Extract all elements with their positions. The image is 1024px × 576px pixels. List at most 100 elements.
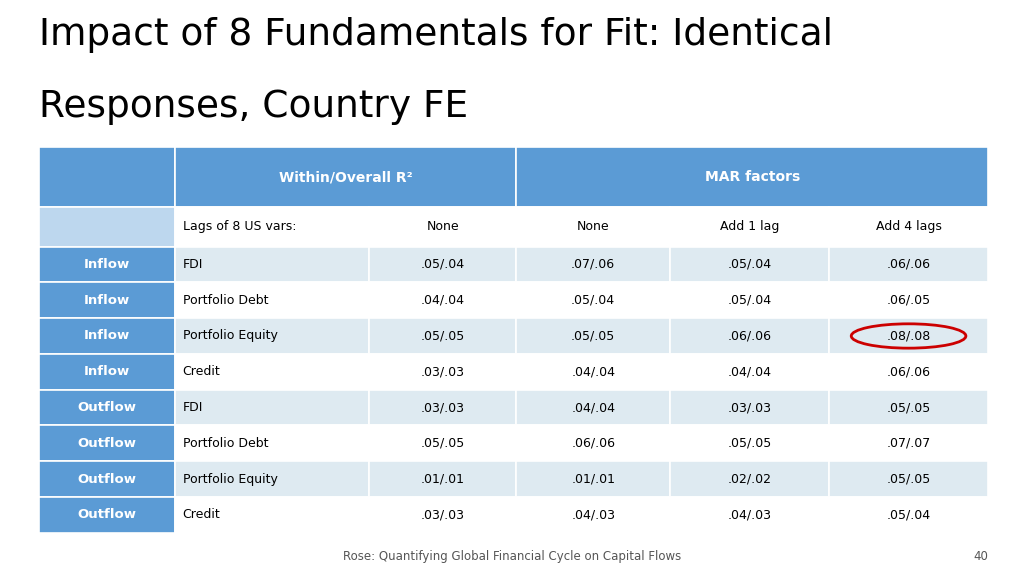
Text: .08/.08: .08/.08 <box>887 329 931 343</box>
Text: .02/.02: .02/.02 <box>727 473 771 486</box>
Text: .05/.05: .05/.05 <box>887 473 931 486</box>
Text: Responses, Country FE: Responses, Country FE <box>39 89 468 126</box>
Text: 40: 40 <box>973 550 988 563</box>
Bar <box>670 497 829 533</box>
Bar <box>174 389 369 426</box>
Bar <box>369 247 516 282</box>
Bar <box>516 247 670 282</box>
Bar <box>670 282 829 318</box>
Text: .06/.06: .06/.06 <box>887 365 931 378</box>
Bar <box>39 207 174 247</box>
Bar <box>670 461 829 497</box>
Bar <box>39 389 174 426</box>
Bar <box>516 461 670 497</box>
Text: .07/.07: .07/.07 <box>887 437 931 450</box>
Text: Portfolio Debt: Portfolio Debt <box>182 437 268 450</box>
Text: Portfolio Debt: Portfolio Debt <box>182 294 268 306</box>
Bar <box>39 354 174 389</box>
Bar <box>174 354 369 389</box>
Bar <box>516 318 670 354</box>
Bar <box>670 354 829 389</box>
Text: .04/.04: .04/.04 <box>571 365 615 378</box>
Text: FDI: FDI <box>182 401 203 414</box>
Text: Rose: Quantifying Global Financial Cycle on Capital Flows: Rose: Quantifying Global Financial Cycle… <box>343 550 681 563</box>
Bar <box>670 426 829 461</box>
Text: .06/.05: .06/.05 <box>887 294 931 306</box>
Text: .01/.01: .01/.01 <box>571 473 615 486</box>
Bar <box>369 282 516 318</box>
Bar <box>174 207 369 247</box>
Bar <box>829 497 988 533</box>
Bar <box>516 147 988 207</box>
Text: Inflow: Inflow <box>84 258 130 271</box>
Text: .05/.04: .05/.04 <box>727 294 771 306</box>
Text: Credit: Credit <box>182 509 220 521</box>
Bar <box>516 497 670 533</box>
Bar <box>369 389 516 426</box>
Bar <box>174 247 369 282</box>
Bar <box>39 461 174 497</box>
Bar <box>670 207 829 247</box>
Text: .04/.03: .04/.03 <box>727 509 771 521</box>
Bar <box>369 207 516 247</box>
Bar <box>369 426 516 461</box>
Bar <box>174 461 369 497</box>
Text: .05/.05: .05/.05 <box>421 329 465 343</box>
Text: .03/.03: .03/.03 <box>727 401 771 414</box>
Text: FDI: FDI <box>182 258 203 271</box>
Bar <box>829 282 988 318</box>
Text: .03/.03: .03/.03 <box>421 401 465 414</box>
Text: Outflow: Outflow <box>77 509 136 521</box>
Bar <box>174 282 369 318</box>
Text: Inflow: Inflow <box>84 365 130 378</box>
Text: None: None <box>426 221 459 233</box>
Text: .07/.06: .07/.06 <box>571 258 615 271</box>
Text: Portfolio Equity: Portfolio Equity <box>182 329 278 343</box>
Text: Credit: Credit <box>182 365 220 378</box>
Text: Within/Overall R²: Within/Overall R² <box>279 170 413 184</box>
Bar <box>39 318 174 354</box>
Bar <box>369 497 516 533</box>
Text: .06/.06: .06/.06 <box>887 258 931 271</box>
Text: Add 4 lags: Add 4 lags <box>876 221 941 233</box>
Bar <box>829 461 988 497</box>
Text: .01/.01: .01/.01 <box>421 473 465 486</box>
Text: Add 1 lag: Add 1 lag <box>720 221 779 233</box>
Text: .03/.03: .03/.03 <box>421 509 465 521</box>
Text: .06/.06: .06/.06 <box>727 329 771 343</box>
Text: .06/.06: .06/.06 <box>571 437 615 450</box>
Text: Lags of 8 US vars:: Lags of 8 US vars: <box>182 221 296 233</box>
Bar <box>39 282 174 318</box>
Text: Inflow: Inflow <box>84 329 130 343</box>
Bar <box>516 207 670 247</box>
Text: .05/.05: .05/.05 <box>421 437 465 450</box>
Text: .05/.04: .05/.04 <box>421 258 465 271</box>
Bar <box>670 389 829 426</box>
Text: Portfolio Equity: Portfolio Equity <box>182 473 278 486</box>
Bar <box>174 426 369 461</box>
Bar <box>829 426 988 461</box>
Bar <box>174 318 369 354</box>
Text: .04/.04: .04/.04 <box>421 294 465 306</box>
Bar <box>39 247 174 282</box>
Text: .05/.04: .05/.04 <box>887 509 931 521</box>
Text: .05/.04: .05/.04 <box>571 294 615 306</box>
Text: Outflow: Outflow <box>77 437 136 450</box>
Bar <box>670 247 829 282</box>
Bar <box>670 318 829 354</box>
Text: .04/.04: .04/.04 <box>571 401 615 414</box>
Text: None: None <box>577 221 609 233</box>
Bar <box>369 461 516 497</box>
Text: .03/.03: .03/.03 <box>421 365 465 378</box>
Text: .04/.04: .04/.04 <box>727 365 771 378</box>
Bar <box>39 497 174 533</box>
Bar <box>39 426 174 461</box>
Text: .05/.05: .05/.05 <box>571 329 615 343</box>
Bar <box>829 318 988 354</box>
Bar <box>174 147 516 207</box>
Bar <box>829 207 988 247</box>
Text: Impact of 8 Fundamentals for Fit: Identical: Impact of 8 Fundamentals for Fit: Identi… <box>39 17 833 54</box>
Bar <box>39 147 174 207</box>
Text: Outflow: Outflow <box>77 473 136 486</box>
Text: .05/.05: .05/.05 <box>887 401 931 414</box>
